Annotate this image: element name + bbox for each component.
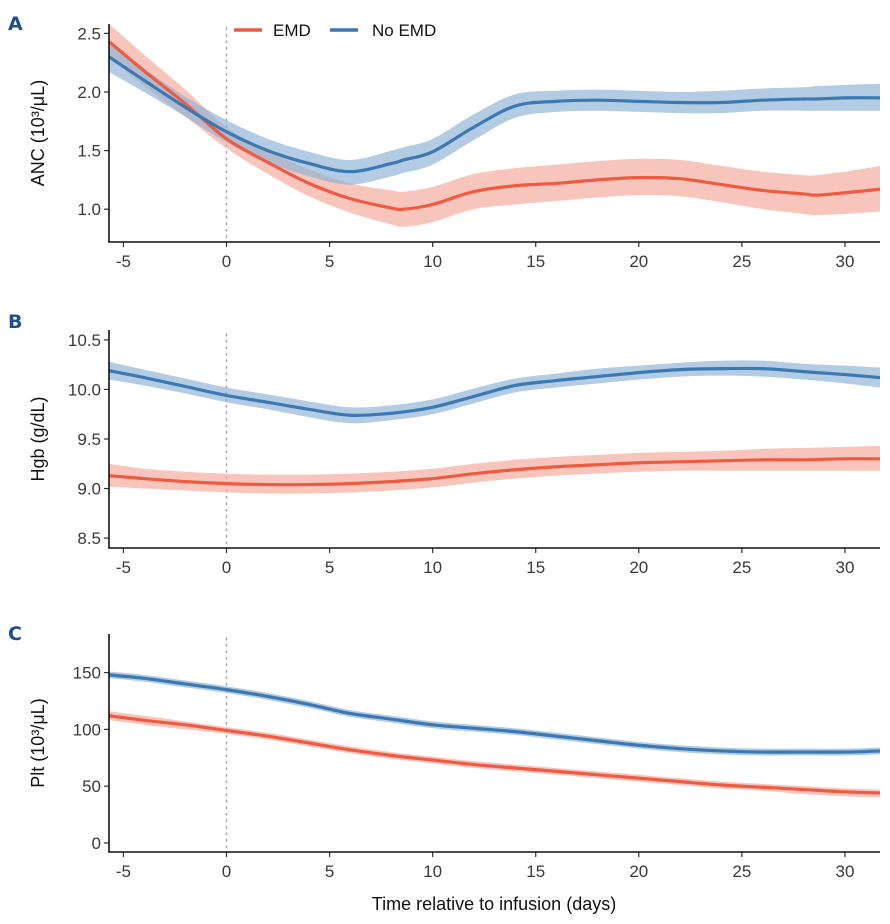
ci-band-emd [109, 24, 880, 227]
y-tick-label-plt: 100 [73, 720, 101, 739]
x-tick-label-plt: 5 [325, 862, 334, 881]
x-tick-label-plt: 30 [835, 862, 854, 881]
x-tick-label-anc: 20 [629, 252, 648, 271]
y-ticks-hgb: 8.5 9.0 9.5 10.0 10.5 [68, 331, 109, 548]
y-tick-label-hgb: 10.5 [68, 331, 101, 350]
x-tick-label-hgb: 15 [526, 558, 545, 577]
plot-area-hgb [108, 333, 881, 549]
series-line-no-emd [108, 55, 881, 174]
x-tick-label-hgb: 25 [732, 558, 751, 577]
y-axis-title-plt: Plt (10³/μL) [28, 698, 48, 787]
x-tick-label-anc: -5 [116, 252, 131, 271]
y-tick-label-hgb: 9.0 [77, 480, 101, 499]
y-ticks-anc: 1.0 1.5 2.0 2.5 [77, 24, 109, 219]
panel-label-a: A [8, 13, 23, 35]
y-ticks-plt: 0 50 100 150 [73, 664, 109, 853]
panel-label-b: B [8, 311, 22, 333]
plot-area-plt [108, 637, 881, 853]
legend-label-no-emd: No EMD [372, 21, 436, 40]
series-line-emd [108, 714, 881, 795]
x-tick-label-plt: 10 [423, 862, 442, 881]
x-tick-label-plt: 20 [629, 862, 648, 881]
x-tick-label-hgb: 0 [222, 558, 231, 577]
panel-a-anc: A ANC (10³/μL) 1.0 1.5 2.0 2.5 -5 0 5 10 15 20 25… [8, 13, 881, 271]
y-tick-label-plt: 50 [82, 777, 101, 796]
ci-band-emd [109, 445, 880, 494]
x-tick-label-plt: 0 [222, 862, 231, 881]
x-tick-label-anc: 30 [835, 252, 854, 271]
ci-band-no-emd [109, 41, 880, 185]
series-line-emd [107, 40, 881, 212]
series-line-no-emd [108, 673, 881, 754]
x-ticks-hgb: -5 0 5 10 15 20 25 30 [116, 548, 854, 577]
y-axis-title-hgb: Hgb (g/dL) [28, 396, 48, 481]
x-ticks-anc: -5 0 5 10 15 20 25 30 [116, 242, 854, 271]
x-axis-title: Time relative to infusion (days) [372, 894, 616, 914]
legend: EMD No EMD [234, 21, 436, 40]
y-tick-label-plt: 0 [92, 834, 101, 853]
panel-label-c: C [8, 623, 22, 645]
y-tick-label-hgb: 10.0 [68, 380, 101, 399]
x-tick-label-anc: 10 [423, 252, 442, 271]
y-tick-label-hgb: 8.5 [77, 529, 101, 548]
series-line-emd [108, 457, 881, 487]
y-tick-label-anc: 2.5 [77, 24, 101, 43]
x-tick-label-hgb: 10 [423, 558, 442, 577]
x-tick-label-anc: 0 [222, 252, 231, 271]
x-tick-label-anc: 15 [526, 252, 545, 271]
y-axis-title-anc: ANC (10³/μL) [28, 80, 48, 186]
plot-area-anc [107, 24, 881, 243]
x-tick-label-anc: 25 [732, 252, 751, 271]
x-tick-label-hgb: 30 [835, 558, 854, 577]
y-tick-label-hgb: 9.5 [77, 430, 101, 449]
x-tick-label-hgb: 5 [325, 558, 334, 577]
panel-b-hgb: B Hgb (g/dL) 8.5 9.0 9.5 10.0 10.5 -5 0 5 10 15 2… [8, 311, 881, 577]
ci-band-no-emd [109, 671, 880, 756]
y-tick-label-plt: 150 [73, 664, 101, 683]
y-tick-label-anc: 1.0 [77, 200, 101, 219]
x-tick-label-plt: 25 [732, 862, 751, 881]
x-tick-label-plt: -5 [116, 862, 131, 881]
series-line-no-emd [108, 366, 881, 417]
x-ticks-plt: -5 0 5 10 15 20 25 30 [116, 852, 854, 881]
x-tick-label-anc: 5 [325, 252, 334, 271]
y-tick-label-anc: 2.0 [77, 83, 101, 102]
x-tick-label-hgb: 20 [629, 558, 648, 577]
legend-label-emd: EMD [273, 21, 311, 40]
x-tick-label-plt: 15 [526, 862, 545, 881]
x-tick-label-hgb: -5 [116, 558, 131, 577]
y-tick-label-anc: 1.5 [77, 142, 101, 161]
